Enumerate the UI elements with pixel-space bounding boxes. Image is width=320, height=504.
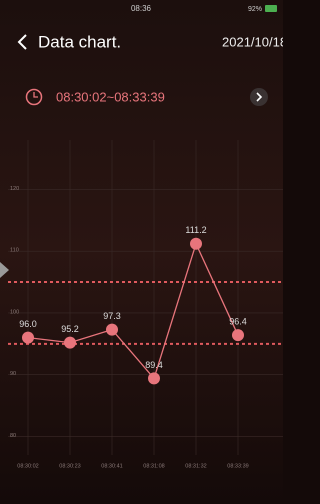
data-label: 89.4 [145, 360, 163, 370]
data-label: 97.3 [103, 311, 121, 321]
next-button[interactable] [250, 88, 268, 106]
status-battery: 92% [248, 6, 262, 13]
background [0, 0, 283, 504]
time-range: 08:30:02~08:33:39 [56, 89, 165, 104]
data-label: 111.2 [185, 225, 206, 235]
status-time: 08:36 [131, 4, 152, 13]
data-label: 95.2 [61, 324, 79, 334]
x-tick-label: 08:31:32 [185, 463, 206, 469]
page: {"status_bar": {"time": "08:36", "batter… [0, 0, 283, 504]
x-tick-label: 08:31:08 [143, 463, 164, 469]
data-point [190, 238, 202, 250]
y-tick-label: 110 [10, 248, 19, 254]
y-tick-label: 80 [10, 433, 16, 439]
y-tick-label: 100 [10, 309, 19, 315]
date: 2021/10/18 [222, 34, 283, 49]
x-tick-label: 08:30:41 [101, 463, 122, 469]
y-tick-label: 120 [10, 186, 19, 192]
x-tick-label: 08:30:02 [17, 463, 38, 469]
y-tick-label: 90 [10, 371, 16, 377]
data-point [64, 337, 76, 349]
x-tick-label: 08:30:23 [59, 463, 80, 469]
data-point [148, 372, 160, 384]
page-title: Data chart. [38, 32, 121, 51]
data-point [106, 324, 118, 336]
data-label: 96.4 [229, 317, 247, 327]
battery-icon [265, 5, 277, 12]
data-point [232, 329, 244, 341]
data-label: 96.0 [19, 319, 37, 329]
x-tick-label: 08:33:39 [227, 463, 248, 469]
screen: 08:36 92% Data chart. 2021/10/18 08:30:0… [0, 0, 283, 504]
data-point [22, 332, 34, 344]
